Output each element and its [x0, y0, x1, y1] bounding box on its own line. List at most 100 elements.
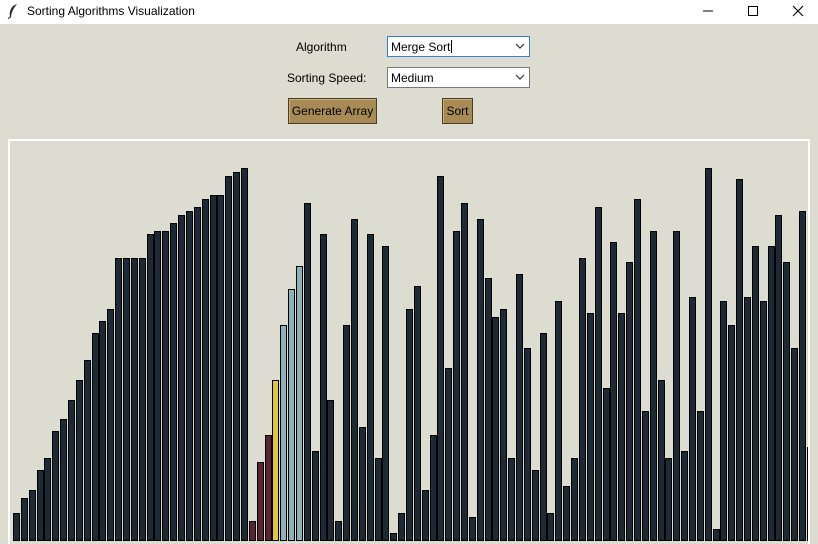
array-bar — [68, 400, 76, 541]
array-bar — [44, 458, 52, 541]
array-bar — [193, 207, 201, 541]
array-bar — [712, 529, 720, 541]
array-bar — [99, 321, 107, 541]
array-bar — [209, 195, 217, 541]
array-bar — [295, 266, 303, 541]
array-bar — [555, 301, 563, 541]
array-bar — [52, 431, 60, 541]
array-bar — [233, 172, 241, 541]
array-bar — [791, 348, 799, 541]
array-bar — [759, 301, 767, 541]
array-bar — [602, 388, 610, 541]
array-bar — [374, 458, 382, 541]
array-bar — [445, 368, 453, 541]
array-bar — [806, 447, 808, 541]
array-bar — [468, 517, 476, 541]
chevron-down-icon[interactable] — [515, 42, 525, 50]
algorithm-select-value: Merge Sort — [391, 40, 453, 54]
array-bar — [123, 258, 131, 541]
array-bar — [60, 419, 68, 541]
array-bar — [170, 223, 178, 541]
array-bar — [256, 462, 264, 541]
array-bar — [633, 199, 641, 541]
array-bar — [453, 231, 461, 541]
array-bar — [531, 470, 539, 541]
array-bar — [327, 400, 335, 541]
array-bar — [476, 219, 484, 541]
array-bar — [178, 215, 186, 541]
minimize-icon — [703, 10, 713, 12]
array-bar — [783, 262, 791, 541]
array-bar — [406, 309, 413, 541]
array-bar — [516, 274, 524, 541]
array-bar — [508, 458, 516, 541]
close-icon — [792, 5, 804, 17]
array-bar — [586, 313, 594, 541]
array-bar — [248, 521, 256, 541]
array-bar — [343, 325, 351, 541]
array-bar — [461, 203, 469, 541]
array-bar — [673, 231, 681, 541]
array-bar — [162, 231, 170, 541]
feather-icon — [7, 4, 17, 19]
algorithm-select[interactable]: Merge Sort — [387, 36, 530, 57]
array-bar — [240, 168, 248, 541]
array-bar — [311, 451, 319, 541]
array-bar — [272, 380, 280, 541]
window-title: Sorting Algorithms Visualization — [27, 4, 195, 18]
array-bar — [665, 458, 673, 541]
array-bar — [775, 215, 783, 541]
array-bar — [618, 313, 626, 541]
array-bar — [413, 286, 421, 541]
array-bar — [20, 498, 28, 541]
array-bar — [201, 199, 209, 541]
maximize-icon — [748, 6, 758, 16]
array-bar — [641, 411, 649, 541]
array-bar — [688, 297, 696, 541]
array-bar — [743, 297, 751, 541]
array-bar — [437, 176, 445, 541]
array-bar — [571, 458, 579, 541]
close-button[interactable] — [776, 0, 818, 22]
sort-button[interactable]: Sort — [442, 98, 473, 124]
array-bar — [500, 309, 508, 541]
array-bar — [720, 301, 728, 541]
array-bar — [657, 380, 665, 541]
bars-container — [10, 141, 808, 544]
array-bar — [390, 533, 398, 541]
speed-label: Sorting Speed: — [287, 71, 367, 85]
array-bar — [681, 451, 689, 541]
array-bar — [107, 309, 115, 541]
array-bar — [154, 231, 162, 541]
array-bar — [280, 325, 288, 541]
array-bar — [115, 258, 123, 541]
array-bar — [799, 211, 806, 541]
array-bar — [319, 234, 327, 541]
array-bar — [382, 246, 390, 541]
array-bar — [547, 513, 555, 541]
array-bar — [138, 258, 146, 541]
array-bar — [539, 333, 547, 541]
generate-array-button[interactable]: Generate Array — [288, 98, 377, 124]
array-bar — [492, 317, 500, 541]
array-bar — [75, 380, 83, 541]
array-bar — [91, 333, 99, 541]
array-bar — [335, 521, 343, 541]
array-bar — [649, 231, 657, 541]
algorithm-label: Algorithm — [296, 40, 347, 54]
array-bar — [421, 490, 429, 541]
array-bar — [264, 435, 272, 541]
array-bar — [146, 234, 154, 541]
chevron-down-icon[interactable] — [515, 73, 525, 81]
maximize-button[interactable] — [731, 0, 775, 22]
text-cursor — [451, 40, 453, 53]
array-bar — [704, 168, 712, 541]
array-bar — [736, 179, 744, 541]
minimize-button[interactable] — [686, 0, 730, 22]
array-bar — [398, 513, 406, 541]
array-bar — [288, 289, 296, 541]
array-bar — [303, 203, 311, 541]
array-bar — [366, 234, 374, 541]
array-bar — [358, 427, 366, 541]
speed-select[interactable]: Medium — [387, 67, 530, 88]
